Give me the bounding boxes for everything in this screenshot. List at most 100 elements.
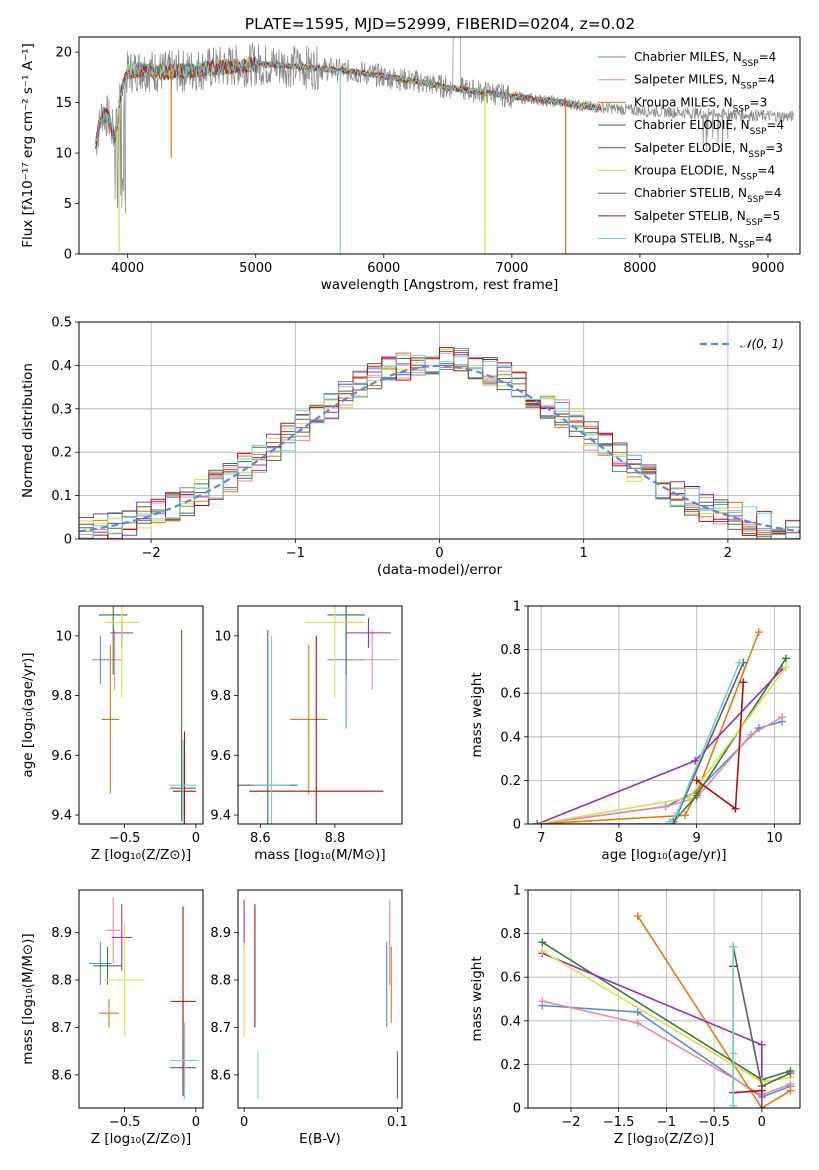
x-axis-label: mass [log₁₀(M/M⊙)] [254,847,385,863]
x-tick-label: 8000 [623,261,656,276]
data-point-marker [661,802,670,811]
legend-label: Salpeter MILES, NSSP=4 [634,73,775,92]
y-tick-label: 0.2 [51,446,72,461]
data-point-marker [665,817,674,824]
x-tick-label: 8 [615,831,623,846]
data-point-marker [754,628,763,637]
plot-area-spectrum [95,37,794,254]
y-tick-label: 0.5 [51,316,72,331]
series-line [668,662,741,823]
y-tick-label: 8.9 [51,926,72,941]
y-tick-label: 0.4 [500,730,521,745]
y-axis-label: mass weight [469,956,485,1041]
data-point-marker [757,1040,766,1049]
data-point-marker [786,1086,795,1095]
y-tick-label: 9.6 [51,749,72,764]
data-point-marker [533,820,542,824]
panel-age-vs-Z [75,605,204,828]
x-tick-label: 4000 [111,261,144,276]
y-tick-label: 8.6 [210,1068,231,1083]
legend-label: Chabrier STELIB, NSSP=4 [634,186,782,205]
axes-frame [78,36,801,255]
axes-frame [237,605,403,825]
y-tick-label: 1 [513,884,521,899]
series-line [537,668,783,824]
y-tick-label: 10 [55,147,72,162]
data-point-marker [757,1086,766,1095]
x-axis-label: wavelength [Angstrom, rest frame] [321,277,559,293]
x-tick-label: 0.1 [387,1115,408,1130]
data-point-marker [538,938,547,947]
legend-label: Kroupa STELIB, NSSP=4 [634,232,772,251]
plot-area-weight-vs-Z [538,912,795,1108]
data-point-marker [680,811,689,820]
plot-area-mass-vs-Z [88,897,199,1099]
x-tick-label: −0.5 [109,831,141,846]
data-point-marker [538,997,547,1006]
x-tick-label: 7 [537,831,545,846]
y-tick-label: 0 [64,533,72,548]
y-tick-label: 5 [64,197,72,212]
y-tick-label: 0.6 [500,971,521,986]
x-tick-label: 0 [192,831,200,846]
x-axis-label: Z [log₁₀(Z/Z⊙)] [91,1131,191,1147]
panel-mass-vs-Z [75,889,204,1112]
data-point-marker [673,809,682,818]
x-tick-label: 5000 [239,261,272,276]
x-tick-label: 0 [435,546,443,561]
x-tick-label: 2 [724,546,732,561]
data-point-marker [782,663,791,672]
y-tick-label: 10 [55,629,72,644]
panel-spectrum: Chabrier MILES, NSSP=4 Salpeter MILES, NS… [75,36,801,258]
data-point-marker [633,1018,642,1027]
histogram-step [79,347,800,539]
x-tick-label: −1.5 [603,1115,635,1130]
legend-label: Kroupa MILES, NSSP=3 [634,95,767,114]
y-tick-label: 15 [55,96,72,111]
x-tick-label: −2 [561,1115,580,1130]
series-line [537,662,745,824]
axes-frame [527,889,801,1109]
y-tick-label: 8.6 [51,1068,72,1083]
y-tick-label: 9.4 [210,809,231,824]
spectrum-model-line [95,56,602,149]
x-axis-label: Z [log₁₀(Z/Z⊙)] [91,847,191,863]
data-point-marker [691,756,700,765]
axes-frame [237,889,403,1109]
data-point-marker [757,1104,766,1108]
series-line [637,915,791,1108]
y-tick-label: 0.2 [500,1058,521,1073]
axes-frame [527,605,801,825]
x-tick-label: 0 [192,1115,200,1130]
gaussian-reference-curve [79,364,800,533]
data-point-marker [778,713,787,722]
y-tick-label: 0.8 [500,927,521,942]
panel-weight-vs-Z [524,889,801,1112]
y-tick-label: 0.3 [51,402,72,417]
y-tick-label: 0 [64,248,72,263]
y-axis-label: mass weight [469,672,485,757]
y-tick-label: 0.4 [51,359,72,374]
data-point-marker [786,1069,795,1078]
y-tick-label: 9.8 [210,689,231,704]
panel-residuals [75,321,801,543]
legend-label: Chabrier ELODIE, NSSP=4 [634,118,784,137]
x-axis-label: E(B-V) [299,1131,341,1147]
y-tick-label: 8.7 [210,1021,231,1036]
y-tick-label: 20 [55,46,72,61]
x-tick-label: 0 [758,1115,766,1130]
y-tick-label: 9.8 [51,689,72,704]
plot-area-age-vs-Z [91,606,198,824]
legend-label: 𝒩(0, 1) [740,337,784,351]
data-point-marker [739,678,748,687]
y-tick-label: 0.2 [500,774,521,789]
x-tick-label: −0.5 [698,1115,730,1130]
x-tick-label: 7000 [495,261,528,276]
x-axis-label: age [log₁₀(age/yr)] [601,847,726,863]
plot-area-residuals [79,347,800,539]
series-line [537,631,760,824]
figure-title: PLATE=1595, MJD=52999, FIBERID=0204, z=0… [245,15,635,33]
spectrum-model-line [95,57,602,142]
panel-mass-vs-EBV [234,889,403,1112]
